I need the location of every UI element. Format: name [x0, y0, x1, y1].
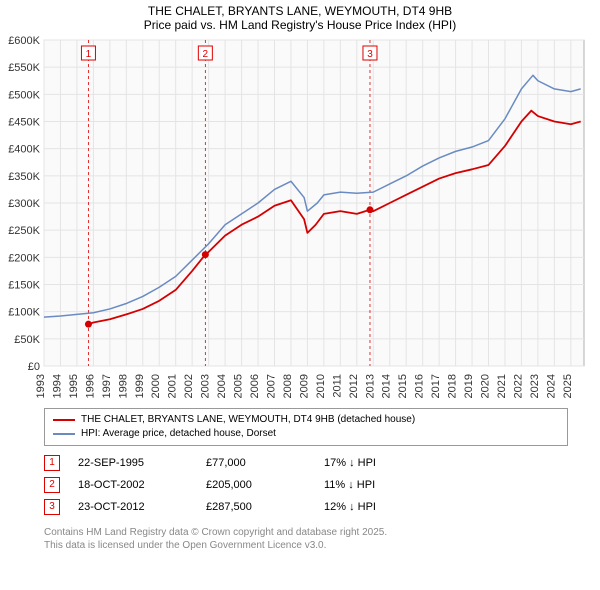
svg-text:£350K: £350K — [8, 171, 40, 183]
sales-table: 1 22-SEP-1995 £77,000 17% ↓ HPI 2 18-OCT… — [44, 452, 568, 518]
svg-text:2015: 2015 — [397, 374, 409, 398]
svg-text:2013: 2013 — [364, 374, 376, 398]
sale-delta: 11% ↓ HPI — [324, 474, 404, 496]
svg-text:2009: 2009 — [298, 374, 310, 398]
svg-text:£500K: £500K — [8, 89, 40, 101]
footer-line-2: This data is licensed under the Open Gov… — [44, 539, 568, 552]
svg-text:£200K: £200K — [8, 252, 40, 264]
svg-text:1993: 1993 — [35, 374, 47, 398]
svg-text:1994: 1994 — [51, 374, 63, 398]
svg-text:3: 3 — [367, 49, 373, 60]
sales-row: 1 22-SEP-1995 £77,000 17% ↓ HPI — [44, 452, 568, 474]
svg-text:2020: 2020 — [480, 374, 492, 398]
svg-text:2004: 2004 — [216, 374, 228, 398]
legend: THE CHALET, BRYANTS LANE, WEYMOUTH, DT4 … — [44, 408, 568, 446]
footer-line-1: Contains HM Land Registry data © Crown c… — [44, 526, 568, 539]
svg-text:£300K: £300K — [8, 198, 40, 210]
svg-text:2008: 2008 — [282, 374, 294, 398]
svg-text:£150K: £150K — [8, 280, 40, 292]
footer: Contains HM Land Registry data © Crown c… — [44, 526, 568, 552]
sale-delta: 17% ↓ HPI — [324, 452, 404, 474]
svg-text:2011: 2011 — [331, 374, 343, 398]
svg-text:2024: 2024 — [545, 374, 557, 398]
svg-text:1995: 1995 — [68, 374, 80, 398]
legend-label: HPI: Average price, detached house, Dors… — [81, 427, 276, 441]
svg-text:£100K: £100K — [8, 307, 40, 319]
sale-marker-icon: 1 — [44, 455, 60, 471]
legend-item: HPI: Average price, detached house, Dors… — [53, 427, 559, 441]
sale-price: £205,000 — [206, 474, 306, 496]
svg-text:2: 2 — [203, 49, 209, 60]
svg-text:2003: 2003 — [200, 374, 212, 398]
svg-text:£0: £0 — [28, 361, 40, 373]
svg-text:£50K: £50K — [14, 334, 40, 346]
svg-text:£250K: £250K — [8, 225, 40, 237]
svg-text:1998: 1998 — [117, 374, 129, 398]
svg-text:1999: 1999 — [134, 374, 146, 398]
title-line-1: THE CHALET, BRYANTS LANE, WEYMOUTH, DT4 … — [0, 4, 600, 18]
svg-text:2000: 2000 — [150, 374, 162, 398]
sale-date: 23-OCT-2012 — [78, 496, 188, 518]
sale-price: £77,000 — [206, 452, 306, 474]
svg-text:2005: 2005 — [233, 374, 245, 398]
sale-date: 18-OCT-2002 — [78, 474, 188, 496]
title-line-2: Price paid vs. HM Land Registry's House … — [0, 18, 600, 32]
sale-date: 22-SEP-1995 — [78, 452, 188, 474]
sale-delta: 12% ↓ HPI — [324, 496, 404, 518]
sale-marker-icon: 3 — [44, 499, 60, 515]
svg-text:2018: 2018 — [447, 374, 459, 398]
chart-title: THE CHALET, BRYANTS LANE, WEYMOUTH, DT4 … — [0, 0, 600, 32]
svg-text:2021: 2021 — [496, 374, 508, 398]
svg-text:£550K: £550K — [8, 62, 40, 74]
sales-row: 2 18-OCT-2002 £205,000 11% ↓ HPI — [44, 474, 568, 496]
svg-text:2023: 2023 — [529, 374, 541, 398]
svg-text:2010: 2010 — [315, 374, 327, 398]
svg-text:2012: 2012 — [348, 374, 360, 398]
chart-svg: £0 £50K £100K £150K £200K £250K £300K £350K £400… — [0, 32, 600, 402]
svg-text:2001: 2001 — [167, 374, 179, 398]
svg-text:1996: 1996 — [84, 374, 96, 398]
svg-text:1: 1 — [86, 49, 92, 60]
svg-text:2002: 2002 — [183, 374, 195, 398]
svg-text:1997: 1997 — [101, 374, 113, 398]
svg-text:£450K: £450K — [8, 117, 40, 129]
legend-swatch — [53, 433, 75, 435]
price-chart: £0 £50K £100K £150K £200K £250K £300K £350K £400… — [0, 32, 600, 402]
svg-text:£600K: £600K — [8, 35, 40, 47]
svg-text:2017: 2017 — [430, 374, 442, 398]
svg-text:2014: 2014 — [381, 374, 393, 398]
sale-price: £287,500 — [206, 496, 306, 518]
svg-text:2006: 2006 — [249, 374, 261, 398]
svg-text:2007: 2007 — [265, 374, 277, 398]
svg-text:£400K: £400K — [8, 144, 40, 156]
legend-item: THE CHALET, BRYANTS LANE, WEYMOUTH, DT4 … — [53, 413, 559, 427]
svg-text:2025: 2025 — [562, 374, 574, 398]
svg-text:2022: 2022 — [512, 374, 524, 398]
legend-label: THE CHALET, BRYANTS LANE, WEYMOUTH, DT4 … — [81, 413, 415, 427]
svg-text:2019: 2019 — [463, 374, 475, 398]
sale-marker-icon: 2 — [44, 477, 60, 493]
sales-row: 3 23-OCT-2012 £287,500 12% ↓ HPI — [44, 496, 568, 518]
legend-swatch — [53, 419, 75, 421]
svg-text:2016: 2016 — [414, 374, 426, 398]
